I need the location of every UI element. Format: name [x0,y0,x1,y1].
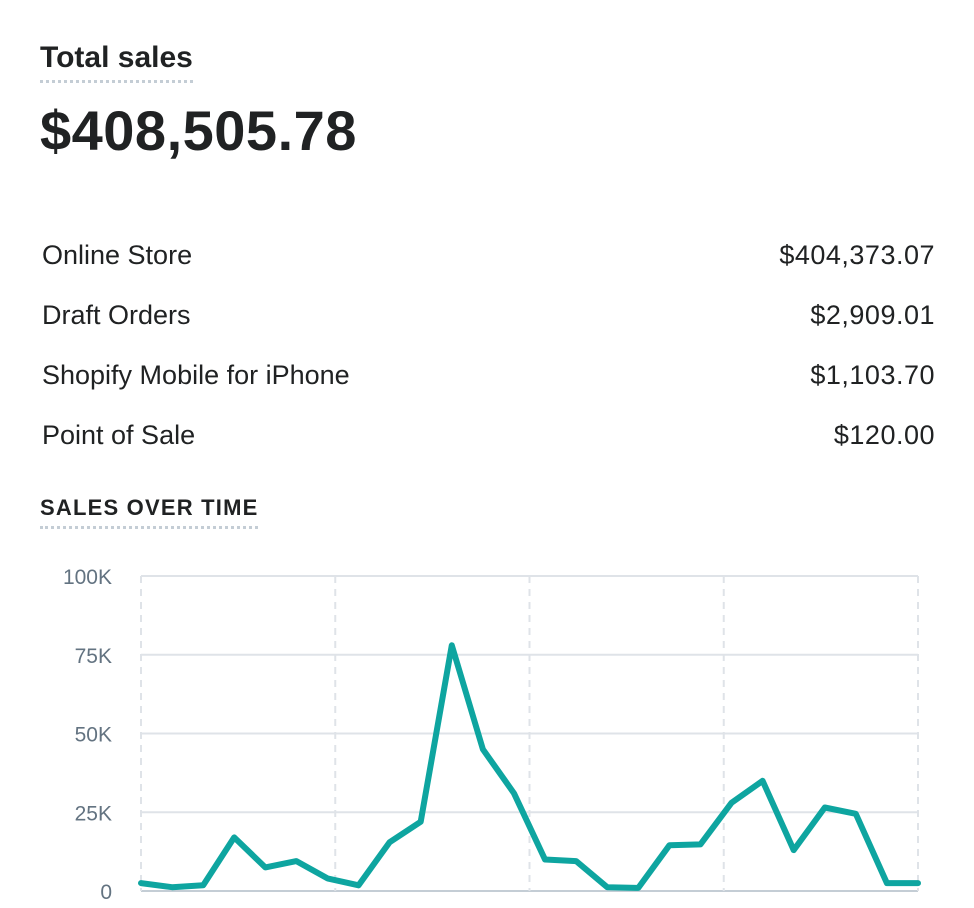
channel-name: Online Store [42,239,193,270]
channel-amount: $1,103.70 [810,359,935,390]
channel-amount: $2,909.01 [810,299,935,330]
y-axis: 0 25K 50K 75K 100K [63,566,112,904]
total-sales-title[interactable]: Total sales [40,40,193,83]
channel-row-point-of-sale: Point of Sale $120.00 [42,405,935,465]
sales-series-line[interactable] [138,642,921,891]
y-tick-label: 100K [63,566,112,589]
y-tick-label: 25K [75,802,112,825]
sales-over-time-title[interactable]: SALES OVER TIME [40,494,259,529]
y-tick-label: 75K [75,645,112,668]
chart-grid [140,575,919,892]
sales-over-time-chart: 0 25K 50K 75K 100K [63,566,921,904]
y-tick-label: 0 [100,881,112,904]
channel-name: Draft Orders [42,299,191,330]
sales-channel-list: Online Store $404,373.07 Draft Orders $2… [42,225,935,465]
y-tick-label: 50K [75,724,112,747]
channel-row-draft-orders: Draft Orders $2,909.01 [42,285,935,345]
channel-row-shopify-mobile: Shopify Mobile for iPhone $1,103.70 [42,345,935,405]
total-sales-value: $408,505.78 [40,99,357,162]
channel-amount: $404,373.07 [779,239,935,270]
channel-name: Shopify Mobile for iPhone [42,359,350,390]
channel-row-online-store: Online Store $404,373.07 [42,225,935,285]
chart-series [138,642,921,891]
channel-name: Point of Sale [42,419,196,450]
channel-amount: $120.00 [833,419,935,450]
